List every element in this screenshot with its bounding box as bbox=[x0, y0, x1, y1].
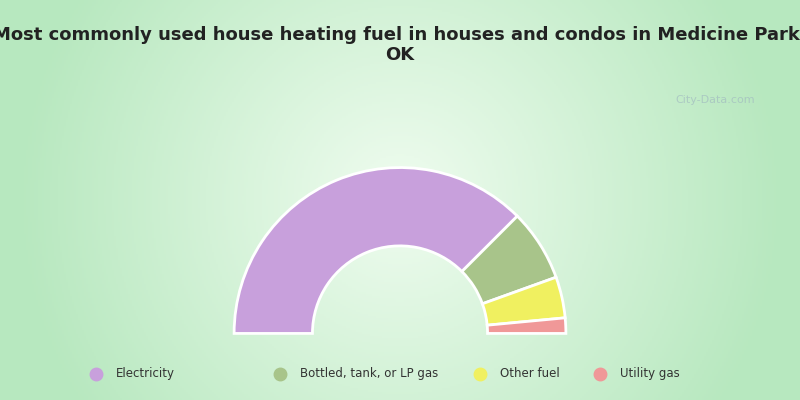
Text: Utility gas: Utility gas bbox=[620, 367, 680, 380]
Text: Electricity: Electricity bbox=[116, 367, 175, 380]
Wedge shape bbox=[482, 277, 565, 325]
Wedge shape bbox=[234, 168, 518, 334]
Text: Most commonly used house heating fuel in houses and condos in Medicine Park,
OK: Most commonly used house heating fuel in… bbox=[0, 26, 800, 64]
Text: City-Data.com: City-Data.com bbox=[675, 95, 755, 105]
Wedge shape bbox=[462, 216, 556, 304]
Text: Bottled, tank, or LP gas: Bottled, tank, or LP gas bbox=[300, 367, 438, 380]
Text: Other fuel: Other fuel bbox=[500, 367, 560, 380]
Wedge shape bbox=[487, 318, 566, 334]
